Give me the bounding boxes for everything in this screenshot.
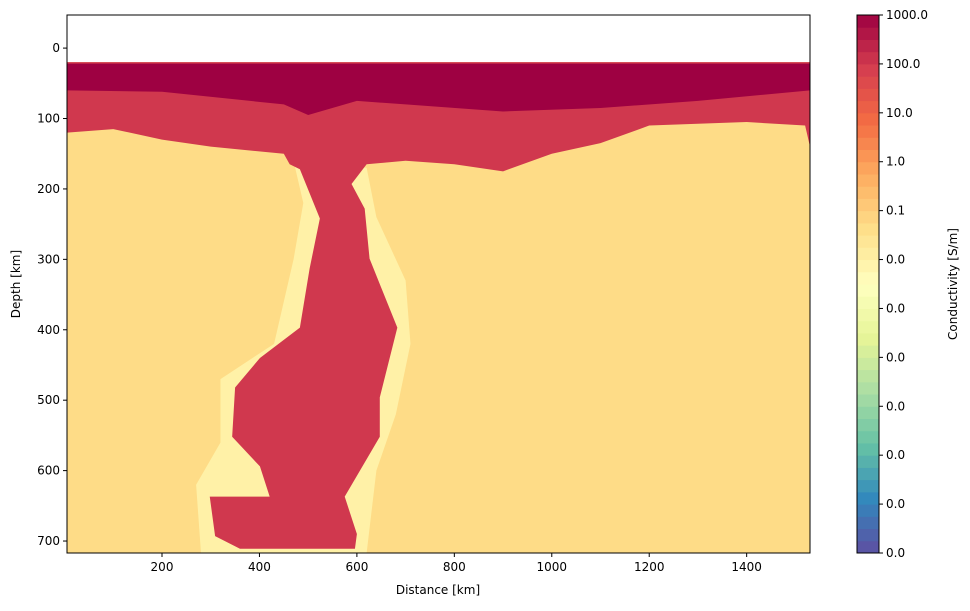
colorbar-step (857, 467, 879, 481)
y-tick-label: 200 (37, 182, 60, 196)
x-tick-label: 1400 (731, 560, 762, 574)
colorbar-step (857, 332, 879, 346)
colorbar-step (857, 284, 879, 297)
colorbar-step (857, 442, 879, 456)
conductivity-region (67, 63, 810, 115)
colorbar-tick-label: 0.0 (886, 301, 905, 315)
colorbar-step (857, 528, 879, 542)
x-tick-label: 1000 (537, 560, 568, 574)
y-tick-label: 300 (37, 252, 60, 266)
y-tick-label: 500 (37, 393, 60, 407)
colorbar-tick-label: 100.0 (886, 57, 920, 71)
colorbar-step (857, 259, 879, 273)
x-tick-label: 400 (248, 560, 271, 574)
y-tick-label: 600 (37, 464, 60, 478)
colorbar-step (857, 125, 879, 138)
colorbar-tick-label: 0.0 (886, 350, 905, 364)
colorbar-step (857, 320, 879, 334)
y-tick-label: 0 (52, 41, 60, 55)
colorbar-step (857, 198, 879, 212)
colorbar-step (857, 88, 879, 102)
colorbar-step (857, 149, 879, 163)
colorbar-tick-label: 0.0 (886, 253, 905, 267)
colorbar-step (857, 516, 879, 530)
colorbar-tick-label: 0.0 (886, 399, 905, 413)
colorbar-step (857, 137, 879, 150)
colorbar-tick-label: 10.0 (886, 106, 913, 120)
colorbar-tick-label: 1.0 (886, 155, 905, 169)
x-tick-label: 600 (345, 560, 368, 574)
colorbar-tick-label: 1000.0 (886, 8, 928, 22)
colorbar-step (857, 15, 879, 28)
y-tick-label: 700 (37, 534, 60, 548)
colorbar-step (857, 51, 879, 65)
colorbar-step (857, 369, 879, 383)
colorbar-step (857, 63, 879, 77)
x-tick-label: 1200 (634, 560, 665, 574)
x-axis-label: Distance [km] (396, 583, 480, 597)
plot-frame (66, 14, 811, 554)
colorbar-step (857, 540, 879, 554)
colorbar-tick-label: 0.0 (886, 448, 905, 462)
colorbar-step (857, 381, 879, 395)
colorbar-step (857, 210, 879, 224)
colorbar-tick-label: 0.0 (886, 497, 905, 511)
colorbar-tick-label: 0.1 (886, 204, 905, 218)
colorbar-step (857, 100, 879, 114)
colorbar-step (857, 455, 879, 468)
colorbar-step (857, 271, 879, 285)
colorbar-step (857, 357, 879, 371)
colorbar-step (857, 406, 879, 419)
colorbar-step (857, 222, 879, 236)
colorbar-step (857, 39, 879, 53)
colorbar-step (857, 173, 879, 187)
colorbar-step (857, 308, 879, 322)
colorbar-step (857, 76, 879, 89)
colorbar-step (857, 296, 879, 309)
colorbar-step (857, 418, 879, 432)
colorbar-step (857, 430, 879, 444)
colorbar-step (857, 345, 879, 358)
colorbar-label: Conductivity [S/m] (946, 228, 960, 340)
colorbar-tick-label: 0.0 (886, 546, 905, 560)
y-tick-label: 100 (37, 112, 60, 126)
x-tick-label: 200 (151, 560, 174, 574)
y-tick-label: 400 (37, 323, 60, 337)
colorbar-step (857, 394, 879, 407)
colorbar-frame (856, 14, 880, 554)
colorbar-step (857, 504, 879, 517)
conductivity-region (67, 62, 810, 549)
field (67, 62, 810, 553)
y-axis-label: Depth [km] (9, 250, 23, 318)
colorbar-step (857, 161, 879, 175)
colorbar-step (857, 247, 879, 261)
colorbar-step (857, 112, 879, 126)
x-tick-label: 800 (443, 560, 466, 574)
colorbar-step (857, 479, 879, 493)
colorbar-step (857, 491, 879, 505)
colorbar-step (857, 186, 879, 199)
colorbar-step (857, 27, 879, 40)
colorbar-step (857, 235, 879, 248)
